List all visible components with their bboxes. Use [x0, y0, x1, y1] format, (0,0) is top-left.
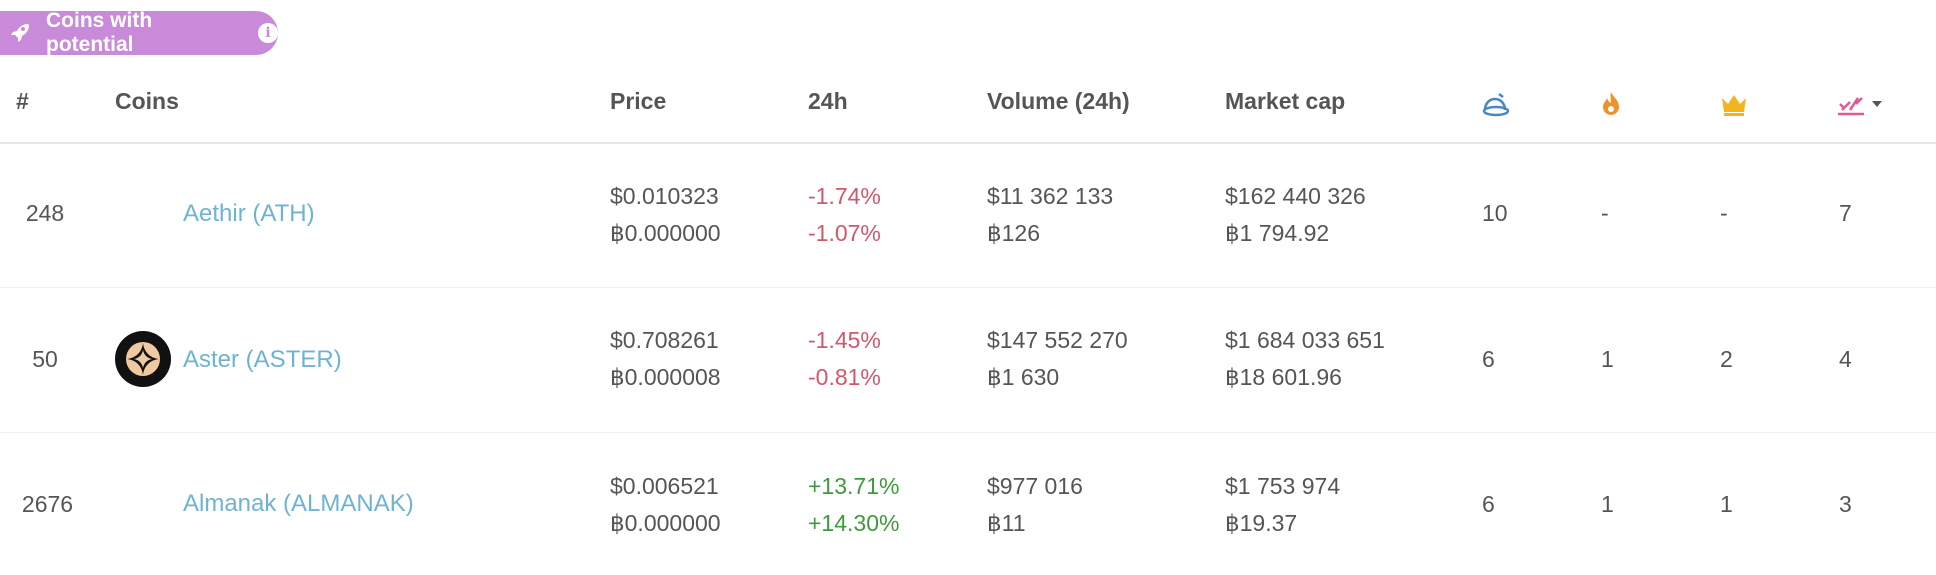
volume-cell: $147 552 270 ฿1 630 [987, 322, 1128, 396]
change-cell: -1.74% -1.07% [808, 178, 881, 252]
market-cap-btc: ฿19.37 [1225, 510, 1298, 536]
market-cap-btc: ฿1 794.92 [1225, 220, 1330, 246]
rocket-icon [8, 21, 32, 45]
volume-usd: $147 552 270 [987, 327, 1128, 353]
flame-icon[interactable] [1596, 90, 1626, 118]
rank-cell: 248 [25, 200, 65, 226]
market-cap-btc: ฿18 601.96 [1225, 364, 1342, 390]
market-cap-usd: $162 440 326 [1225, 183, 1366, 209]
coin-link-aster[interactable]: Aster (ASTER) [183, 346, 342, 373]
volume-btc: ฿1 630 [987, 364, 1060, 390]
price-btc: ฿0.000000 [610, 510, 721, 536]
coin-link-aethir[interactable]: Aethir (ATH) [183, 200, 315, 227]
header-divider [0, 142, 1936, 144]
aster-logo-icon[interactable] [115, 331, 171, 387]
count-flame: 1 [1601, 346, 1614, 372]
change-btc: -0.81% [808, 364, 881, 390]
market-cap-cell: $1 684 033 651 ฿18 601.96 [1225, 322, 1385, 396]
header-volume[interactable]: Volume (24h) [987, 88, 1130, 114]
change-btc: +14.30% [808, 510, 900, 536]
count-hat: 6 [1482, 491, 1495, 517]
market-cap-cell: $1 753 974 ฿19.37 [1225, 468, 1340, 542]
change-btc: -1.07% [808, 220, 881, 246]
price-btc: ฿0.000000 [610, 220, 721, 246]
count-spark: 7 [1839, 200, 1852, 226]
count-flame: - [1601, 200, 1609, 226]
volume-usd: $977 016 [987, 473, 1083, 499]
price-usd: $0.010323 [610, 183, 719, 209]
rank-cell: 50 [32, 346, 58, 372]
volume-btc: ฿126 [987, 220, 1041, 246]
market-cap-cell: $162 440 326 ฿1 794.92 [1225, 178, 1366, 252]
hat-icon[interactable] [1481, 90, 1511, 118]
count-flame: 1 [1601, 491, 1614, 517]
count-hat: 10 [1482, 200, 1508, 226]
price-cell: $0.708261 ฿0.000008 [610, 322, 721, 396]
market-cap-usd: $1 753 974 [1225, 473, 1341, 499]
change-cell: +13.71% +14.30% [808, 468, 899, 542]
coin-link-almanak[interactable]: Almanak (ALMANAK) [183, 490, 414, 517]
price-cell: $0.006521 ฿0.000000 [610, 468, 721, 542]
price-usd: $0.006521 [610, 473, 719, 499]
crown-icon[interactable] [1719, 90, 1749, 118]
row-divider [0, 432, 1936, 433]
volume-usd: $11 362 133 [987, 183, 1114, 209]
change-usd: -1.74% [808, 183, 881, 209]
header-price[interactable]: Price [610, 88, 667, 114]
header-market-cap[interactable]: Market cap [1225, 88, 1346, 114]
price-btc: ฿0.000008 [610, 364, 721, 390]
count-crown: 1 [1720, 491, 1733, 517]
count-spark: 3 [1839, 491, 1852, 517]
count-crown: - [1720, 200, 1728, 226]
price-usd: $0.708261 [610, 327, 719, 353]
volume-btc: ฿11 [987, 510, 1026, 536]
row-divider [0, 287, 1936, 288]
header-rank[interactable]: # [16, 88, 29, 114]
change-usd: +13.71% [808, 473, 900, 499]
rank-cell: 2676 [21, 491, 74, 517]
change-cell: -1.45% -0.81% [808, 322, 881, 396]
header-coins[interactable]: Coins [115, 88, 179, 114]
market-cap-usd: $1 684 033 651 [1225, 327, 1385, 353]
count-crown: 2 [1720, 346, 1733, 372]
spark-icon[interactable] [1836, 90, 1886, 118]
badge-label: Coins with potential [46, 9, 153, 56]
coins-with-potential-badge[interactable]: Coins with potential i [0, 9, 278, 56]
header-24h[interactable]: 24h [808, 88, 848, 114]
volume-cell: $11 362 133 ฿126 [987, 178, 1113, 252]
change-usd: -1.45% [808, 327, 881, 353]
volume-cell: $977 016 ฿11 [987, 468, 1083, 542]
count-hat: 6 [1482, 346, 1495, 372]
info-icon[interactable]: i [258, 23, 278, 43]
count-spark: 4 [1839, 346, 1852, 372]
price-cell: $0.010323 ฿0.000000 [610, 178, 721, 252]
